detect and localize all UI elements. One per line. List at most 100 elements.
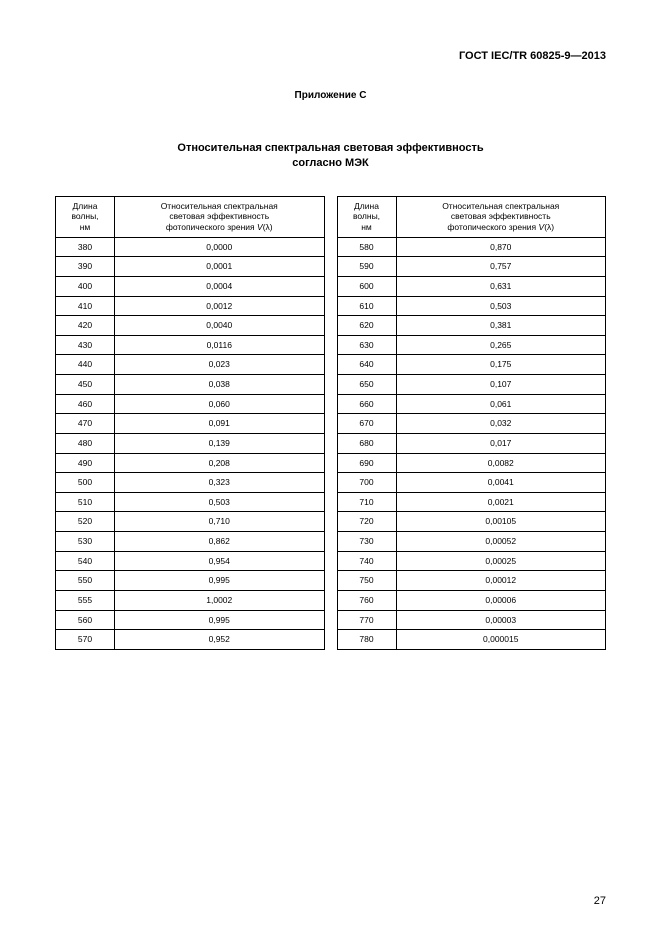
cell-wavelength: 430 <box>56 335 115 355</box>
table-row: 4200,0040 <box>56 316 325 336</box>
cell-efficiency: 0,503 <box>396 296 606 316</box>
header-efficiency: Относительная спектральная световая эффе… <box>115 196 325 237</box>
table-row: 6800,017 <box>337 433 606 453</box>
cell-efficiency: 0,208 <box>115 453 325 473</box>
table-row: 5500,995 <box>56 571 325 591</box>
cell-efficiency: 0,631 <box>396 276 606 296</box>
cell-wavelength: 680 <box>337 433 396 453</box>
cell-efficiency: 0,0040 <box>115 316 325 336</box>
table-row: 3800,0000 <box>56 237 325 257</box>
table-row: 7100,0021 <box>337 492 606 512</box>
cell-wavelength: 460 <box>56 394 115 414</box>
cell-wavelength: 750 <box>337 571 396 591</box>
cell-wavelength: 440 <box>56 355 115 375</box>
header-text: (λ) <box>544 222 554 232</box>
cell-wavelength: 570 <box>56 630 115 650</box>
cell-efficiency: 0,017 <box>396 433 606 453</box>
cell-efficiency: 0,00006 <box>396 590 606 610</box>
table-row: 7700,00003 <box>337 610 606 630</box>
table-row: 7400,00025 <box>337 551 606 571</box>
table-row: 7200,00105 <box>337 512 606 532</box>
table-row: 6600,061 <box>337 394 606 414</box>
cell-wavelength: 410 <box>56 296 115 316</box>
table-row: 7000,0041 <box>337 473 606 493</box>
cell-efficiency: 0,0116 <box>115 335 325 355</box>
cell-efficiency: 0,0012 <box>115 296 325 316</box>
table-row: 5551,0002 <box>56 590 325 610</box>
cell-efficiency: 0,107 <box>396 375 606 395</box>
cell-wavelength: 500 <box>56 473 115 493</box>
table-row: 7300,00052 <box>337 532 606 552</box>
header-text: волны, <box>71 211 98 221</box>
cell-efficiency: 0,995 <box>115 571 325 591</box>
cell-efficiency: 0,862 <box>115 532 325 552</box>
document-id: ГОСТ IEC/TR 60825-9—2013 <box>55 50 606 62</box>
cell-wavelength: 770 <box>337 610 396 630</box>
cell-wavelength: 510 <box>56 492 115 512</box>
table-row: 4600,060 <box>56 394 325 414</box>
table-row: 4800,139 <box>56 433 325 453</box>
cell-efficiency: 0,323 <box>115 473 325 493</box>
table-row: 6100,503 <box>337 296 606 316</box>
cell-efficiency: 0,139 <box>115 433 325 453</box>
cell-efficiency: 0,032 <box>396 414 606 434</box>
cell-wavelength: 560 <box>56 610 115 630</box>
header-text: Относительная спектральная <box>442 201 559 211</box>
table-row: 7800,000015 <box>337 630 606 650</box>
cell-wavelength: 700 <box>337 473 396 493</box>
cell-wavelength: 380 <box>56 237 115 257</box>
tables-container: Длина волны, нм Относительная спектральн… <box>55 196 606 650</box>
cell-wavelength: 400 <box>56 276 115 296</box>
cell-wavelength: 550 <box>56 571 115 591</box>
table-row: 4300,0116 <box>56 335 325 355</box>
header-text: нм <box>361 222 372 232</box>
cell-efficiency: 0,265 <box>396 335 606 355</box>
cell-efficiency: 0,381 <box>396 316 606 336</box>
table-row: 6500,107 <box>337 375 606 395</box>
table-row: 6200,381 <box>337 316 606 336</box>
table-row: 3900,0001 <box>56 257 325 277</box>
cell-efficiency: 0,060 <box>115 394 325 414</box>
cell-efficiency: 0,00105 <box>396 512 606 532</box>
annex-label: Приложение C <box>55 90 606 101</box>
header-text: фотопического зрения <box>447 222 538 232</box>
table-row: 4700,091 <box>56 414 325 434</box>
cell-efficiency: 0,870 <box>396 237 606 257</box>
header-text: световая эффективность <box>451 211 551 221</box>
table-row: 7600,00006 <box>337 590 606 610</box>
table-row: 4900,208 <box>56 453 325 473</box>
header-wavelength: Длина волны, нм <box>337 196 396 237</box>
cell-wavelength: 720 <box>337 512 396 532</box>
header-efficiency: Относительная спектральная световая эффе… <box>396 196 606 237</box>
table-row: 4000,0004 <box>56 276 325 296</box>
cell-wavelength: 690 <box>337 453 396 473</box>
table-row: 6300,265 <box>337 335 606 355</box>
cell-efficiency: 0,952 <box>115 630 325 650</box>
cell-efficiency: 0,175 <box>396 355 606 375</box>
cell-efficiency: 0,0082 <box>396 453 606 473</box>
cell-wavelength: 650 <box>337 375 396 395</box>
cell-efficiency: 0,000015 <box>396 630 606 650</box>
table-header-row: Длина волны, нм Относительная спектральн… <box>56 196 325 237</box>
page-number: 27 <box>594 895 606 907</box>
cell-wavelength: 730 <box>337 532 396 552</box>
page: ГОСТ IEC/TR 60825-9—2013 Приложение C От… <box>0 0 661 935</box>
cell-efficiency: 0,091 <box>115 414 325 434</box>
cell-wavelength: 740 <box>337 551 396 571</box>
table-row: 5800,870 <box>337 237 606 257</box>
cell-wavelength: 630 <box>337 335 396 355</box>
title-line-1: Относительная спектральная световая эффе… <box>177 142 483 154</box>
header-text: Длина <box>354 201 379 211</box>
spectral-table-left: Длина волны, нм Относительная спектральн… <box>55 196 325 650</box>
header-text: волны, <box>353 211 380 221</box>
cell-wavelength: 480 <box>56 433 115 453</box>
cell-efficiency: 0,0000 <box>115 237 325 257</box>
cell-wavelength: 660 <box>337 394 396 414</box>
spectral-table-right: Длина волны, нм Относительная спектральн… <box>337 196 607 650</box>
cell-efficiency: 0,00003 <box>396 610 606 630</box>
page-title: Относительная спектральная световая эффе… <box>55 141 606 172</box>
cell-efficiency: 0,0041 <box>396 473 606 493</box>
cell-wavelength: 540 <box>56 551 115 571</box>
cell-wavelength: 490 <box>56 453 115 473</box>
header-text: Длина <box>73 201 98 211</box>
